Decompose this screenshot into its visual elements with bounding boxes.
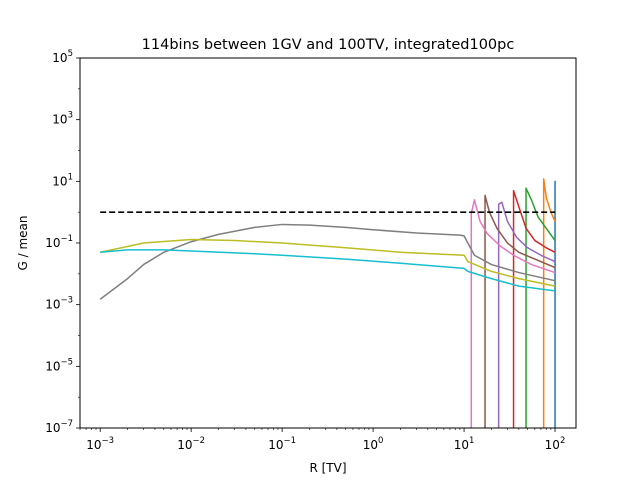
series-line-10 xyxy=(100,249,556,292)
y-tick-label: 101 xyxy=(52,172,73,188)
series-line-4 xyxy=(512,189,556,428)
y-tick-label: 105 xyxy=(52,49,73,65)
series-line-8 xyxy=(99,223,556,300)
series-line-5 xyxy=(497,201,556,428)
x-tick-label: 10−2 xyxy=(177,436,205,452)
y-tick-label: 10−1 xyxy=(45,234,73,250)
series-line-2 xyxy=(542,178,556,428)
plot-area: 10−3 10−2 10−1 100 101 102 10−7 10−5 10−3 10−1 101… xyxy=(45,49,577,452)
y-tick-label: 10−3 xyxy=(45,296,73,312)
x-axis-label: R [TV] xyxy=(309,461,346,475)
chart-title: 114bins between 1GV and 100TV, integrate… xyxy=(142,37,515,53)
y-axis-label: G / mean xyxy=(16,215,30,270)
x-tick-label: 100 xyxy=(363,436,384,452)
y-tick-label: 10−5 xyxy=(45,357,73,373)
axes-frame xyxy=(79,57,577,429)
series-line-7 xyxy=(470,199,556,428)
x-tick-label: 10−1 xyxy=(268,436,296,452)
x-tick-label: 102 xyxy=(545,436,566,452)
ticks-layer: 10−3 10−2 10−1 100 101 102 10−7 10−5 10−3 10−1 101… xyxy=(45,49,565,452)
series-layer xyxy=(99,178,556,428)
y-tick-label: 103 xyxy=(52,111,73,127)
series-line-6 xyxy=(484,194,556,428)
x-tick-label: 10−3 xyxy=(86,436,114,452)
y-tick-label: 10−7 xyxy=(45,419,73,435)
series-line-9 xyxy=(100,238,556,287)
x-tick-label: 101 xyxy=(454,436,475,452)
